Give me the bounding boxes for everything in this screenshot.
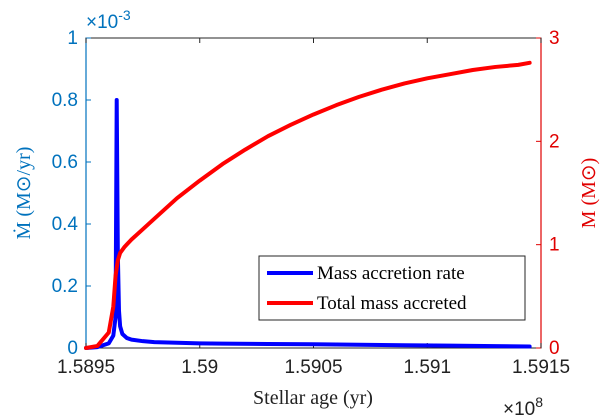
x-tick-label: 1.591 [403,357,451,378]
left-ticks: 0 0.2 0.4 0.6 0.8 1 [52,28,91,359]
series-layer [84,60,532,350]
right-tick-label: 1 [549,235,560,256]
legend-box [258,255,526,321]
right-axis-title: M (M⊙) [578,158,600,229]
right-tick-label: 0 [549,338,560,359]
x-tick-label: 1.5915 [512,357,570,378]
left-tick-label: 0.6 [52,152,78,173]
legend-label-total-mass: Total mass accreted [317,293,467,314]
x-tick-label: 1.5905 [284,357,342,378]
right-ticks: 0 1 2 3 [536,28,560,359]
left-tick-label: 0.2 [52,276,78,297]
series-line-accretion-rate [84,98,532,350]
x-tick-label: 1.5895 [57,357,115,378]
x-ticks: 1.5895 1.59 1.5905 1.591 1.5915 [57,38,570,378]
left-axis-title: Ṁ (M⊙/yr) [12,147,35,240]
legend-label-accretion-rate: Mass accretion rate [317,263,465,284]
x-tick-label: 1.59 [181,357,218,378]
left-tick-label: 0 [67,338,78,359]
x-exponent: ×108 [503,394,543,419]
left-tick-label: 1 [67,28,78,49]
x-axis-title: Stellar age (yr) [253,387,373,409]
series-line-total-mass [84,60,532,350]
left-tick-label: 0.8 [52,90,78,111]
left-tick-label: 0.4 [52,214,79,235]
right-tick-label: 3 [549,28,560,49]
left-exponent: ×10-3 [86,7,131,33]
right-tick-label: 2 [549,131,560,152]
legend: Mass accretion rate Total mass accreted [258,255,526,321]
